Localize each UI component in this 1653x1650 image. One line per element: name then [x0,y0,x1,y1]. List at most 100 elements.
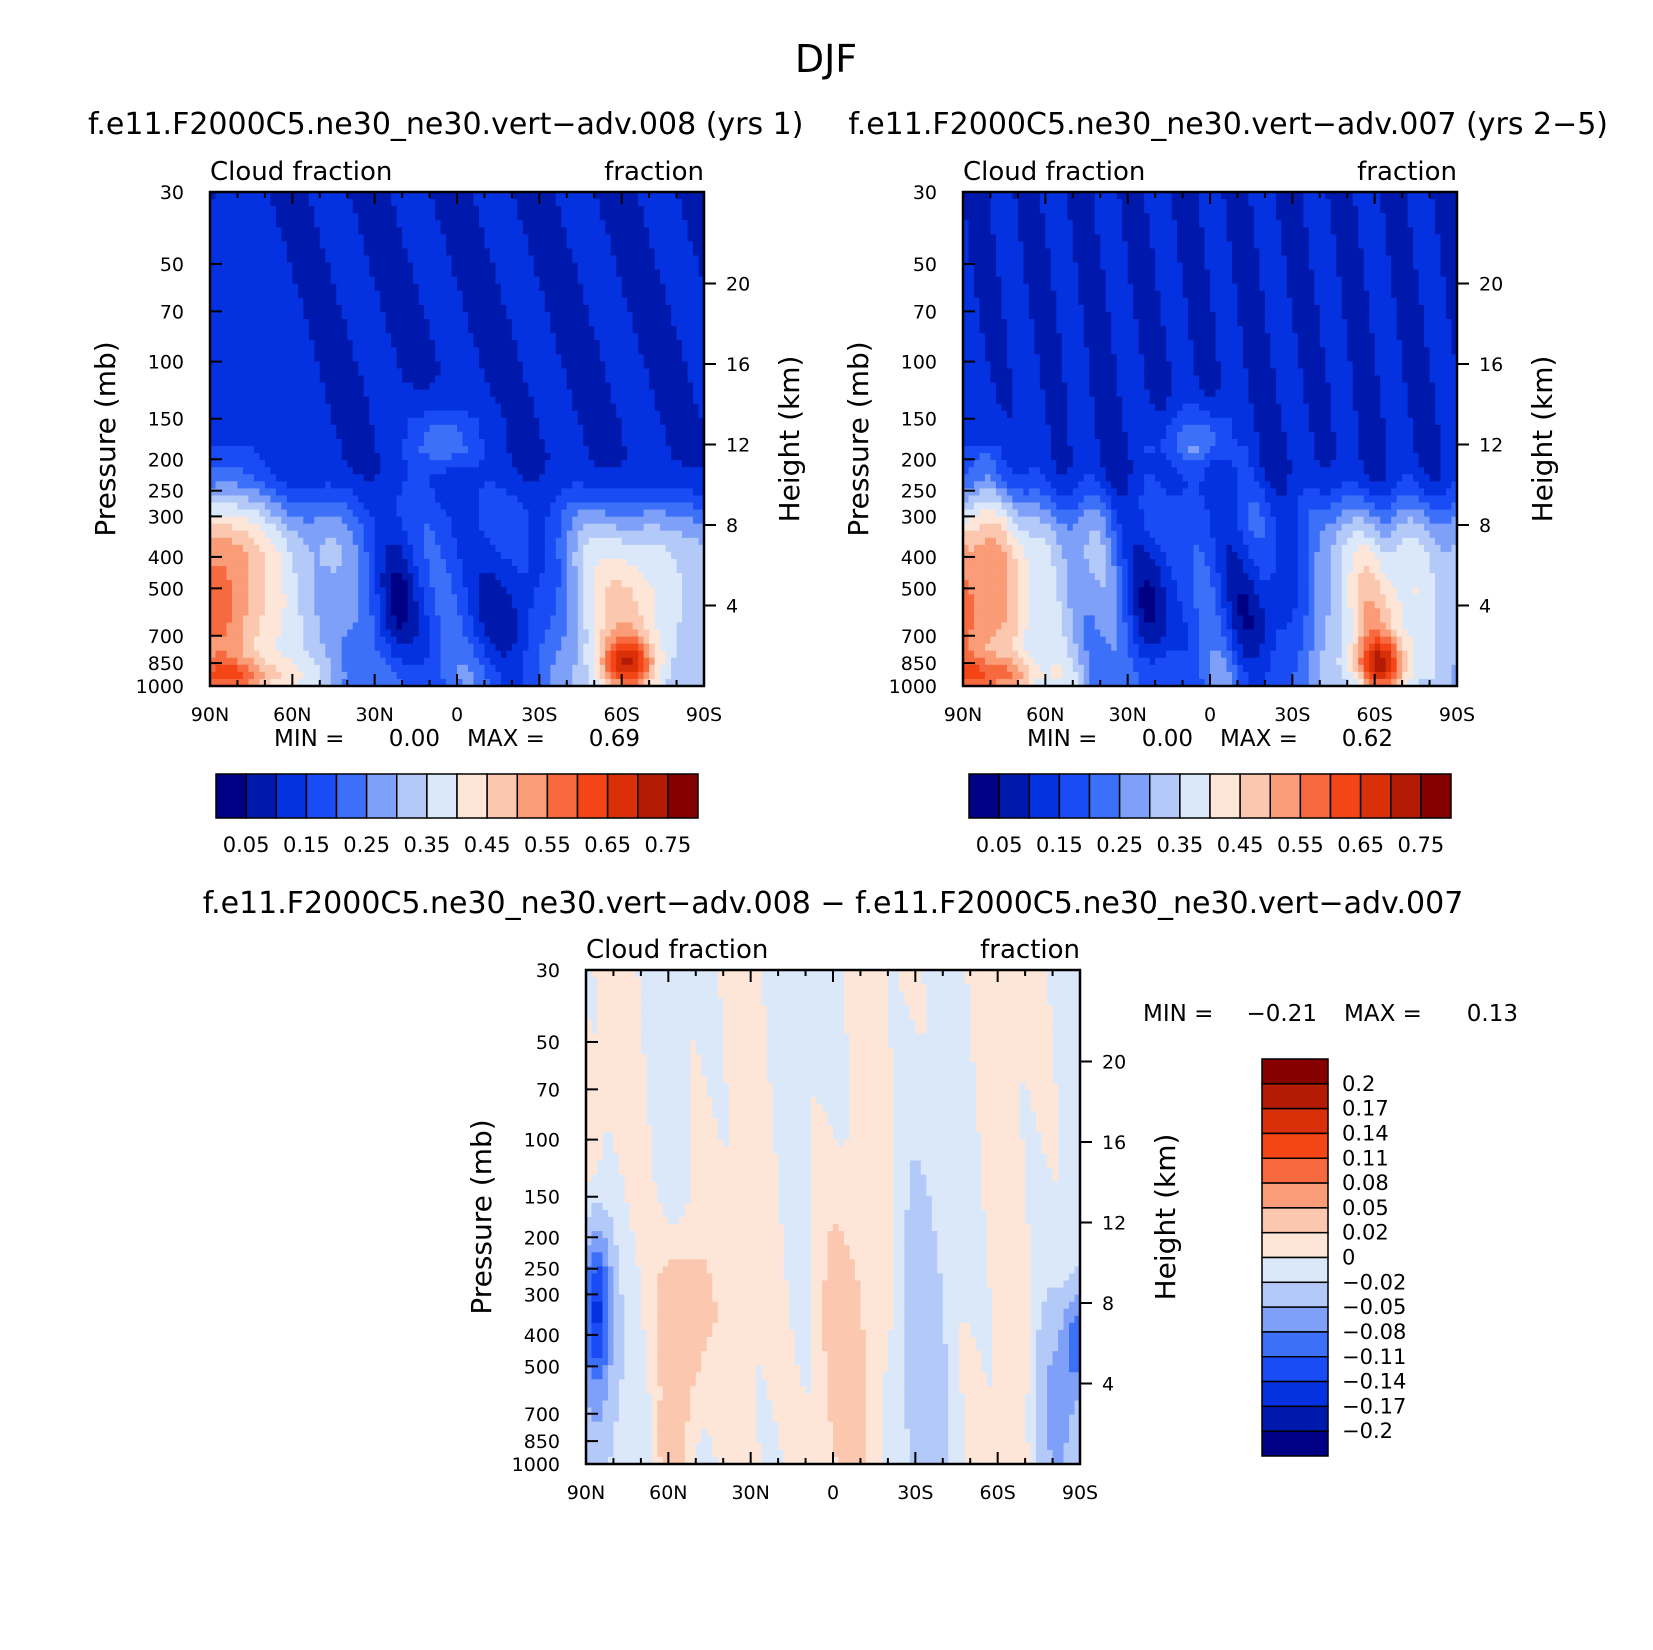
field-cell [226,375,233,384]
field-cell [303,573,310,581]
field-cell [676,467,683,475]
field-cell [489,276,497,285]
field-cell [467,509,475,518]
field-cell [627,375,634,384]
field-cell [402,382,409,391]
field-cell [429,375,436,384]
field-cell [522,347,529,355]
field-cell [270,234,277,242]
field-cell [210,213,217,221]
field-cell [511,304,518,313]
field-cell [446,382,453,391]
field-cell [638,410,645,419]
field-cell [517,516,524,525]
field-cell [660,516,667,525]
field-cell [358,488,365,497]
field-cell [660,354,667,362]
field-cell [693,290,700,299]
field-cell [693,192,700,200]
field-cell [599,269,606,278]
field-cell [297,276,304,285]
field-cell [286,241,293,250]
field-cell [226,544,233,553]
field-cell [308,375,315,384]
field-cell [528,410,535,419]
field-cell [308,347,315,355]
field-cell [588,311,595,320]
field-cell [380,389,387,398]
field-cell [577,290,584,299]
field-cell [418,566,425,574]
field-cell [561,410,568,419]
field-cell [391,326,398,334]
field-cell [220,354,228,362]
field-cell [660,290,667,299]
field-cell [407,227,414,235]
field-cell [358,537,365,546]
field-cell [341,304,348,313]
field-cell [665,375,672,384]
field-cell [533,206,540,214]
field-cell [380,304,387,313]
field-cell [693,326,700,334]
field-cell [220,290,228,299]
field-cell [391,255,398,264]
field-cell [457,424,464,433]
field-cell [341,283,348,292]
field-cell [374,509,381,518]
field-cell [270,467,277,475]
field-cell [632,410,639,419]
field-cell [528,453,535,461]
field-cell [506,439,513,447]
field-cell [369,326,376,334]
field-cell [566,297,573,306]
field-cell [440,460,447,468]
field-cell [654,551,661,560]
field-cell [588,192,595,200]
field-cell [511,368,518,377]
field-cell [325,361,332,370]
field-cell [429,248,436,257]
field-cell [402,220,409,228]
field-cell [682,573,689,581]
field-cell [583,446,590,454]
field-cell [533,304,540,313]
field-cell [588,474,595,482]
field-cell [242,382,250,391]
field-cell [594,304,601,313]
field-cell [489,424,497,433]
field-cell [396,544,403,553]
field-cell [550,333,557,341]
field-cell [242,410,250,419]
field-cell [599,566,606,574]
figure-title: DJF [795,37,857,81]
field-cell [638,199,645,207]
field-cell [577,262,584,271]
field-cell [352,368,359,377]
field-cell [385,474,392,482]
field-cell [330,255,337,264]
field-cell [418,551,425,560]
field-cell [215,544,222,553]
field-cell [500,375,507,384]
field-cell [528,283,535,292]
field-cell [374,192,381,200]
field-cell [413,283,420,292]
field-cell [325,382,332,391]
field-cell [484,382,491,391]
field-cell [561,523,568,532]
field-cell [380,220,387,228]
field-cell [369,396,376,405]
field-cell [665,227,672,235]
field-cell [292,566,299,574]
field-cell [572,354,579,362]
field-cell [599,544,606,553]
field-cell [402,241,409,250]
field-cell [259,580,266,588]
field-cell [605,269,612,278]
field-cell [407,361,414,370]
field-cell [248,417,255,426]
field-cell [649,333,656,341]
field-cell [440,290,447,299]
field-cell [478,220,486,228]
